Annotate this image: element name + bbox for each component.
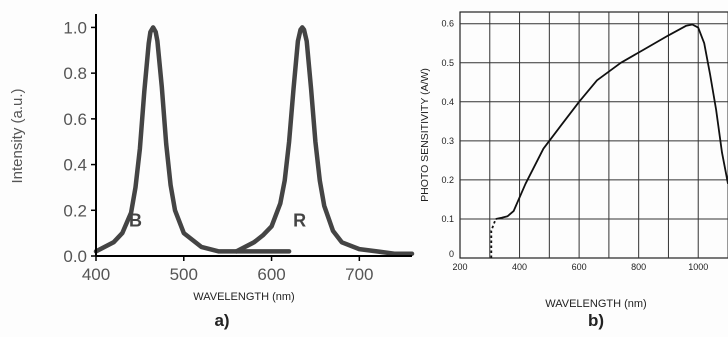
panel-b-label: b) [588, 311, 604, 330]
x-tick-label: 600 [257, 265, 285, 284]
y-tick-label: 0.1 [441, 214, 454, 224]
panel-b-curves [490, 23, 728, 258]
sensitivity-curve [495, 23, 728, 220]
y-tick-label: 0.4 [441, 97, 454, 107]
x-tick-label: 400 [512, 262, 527, 272]
x-tick-label: 400 [82, 265, 110, 284]
y-tick-label: 0.4 [63, 156, 87, 175]
panel-b-grid [460, 12, 728, 258]
y-tick-label: 0.3 [441, 136, 454, 146]
sensitivity-curve-dashed [490, 218, 497, 258]
y-tick-label: 0.5 [441, 58, 454, 68]
y-tick-label: 0.8 [63, 64, 87, 83]
y-tick-label: 0.6 [63, 110, 87, 129]
x-tick-label: 600 [572, 262, 587, 272]
panel-b-y-axis-label: PHOTO SENSITIVITY (A/W) [419, 68, 431, 202]
peak-label-b: B [129, 210, 142, 230]
panel-b-frame [459, 11, 728, 259]
y-tick-label: 1.0 [63, 18, 87, 37]
peak-label-r: R [293, 210, 306, 230]
panel-a-ticks: 400 500 600 700 0.0 0.2 0.4 0.6 0.8 1.0 [63, 18, 373, 284]
y-tick-label: 0.6 [441, 19, 454, 29]
panel-b-ticks: 200 400 600 800 1000 0 0.1 0.2 0.3 0.4 0.5 0.6 [441, 19, 708, 272]
panel-b: 200 400 600 800 1000 0 0.1 0.2 0.3 0.4 0.5 0.6 PHOT… [419, 11, 728, 330]
x-tick-label: 1000 [688, 262, 708, 272]
x-tick-label: 500 [170, 265, 198, 284]
y-tick-label: 0.2 [63, 201, 87, 220]
panel-a-x-axis-label: WAVELENGTH (nm) [193, 291, 294, 303]
panel-b-x-axis-label: WAVELENGTH (nm) [545, 298, 646, 310]
y-tick-label: 0.0 [63, 247, 87, 266]
x-tick-label: 800 [631, 262, 646, 272]
x-tick-label: 700 [345, 265, 373, 284]
emission-curve-r [234, 25, 415, 256]
y-tick-label: 0.2 [441, 175, 454, 185]
emission-curve-b [93, 25, 292, 254]
x-tick-label: 200 [452, 262, 467, 272]
panel-a-label: a) [214, 311, 229, 330]
y-tick-label: 0 [449, 249, 454, 259]
panel-a-y-axis-label: Intensity (a.u.) [9, 88, 26, 183]
